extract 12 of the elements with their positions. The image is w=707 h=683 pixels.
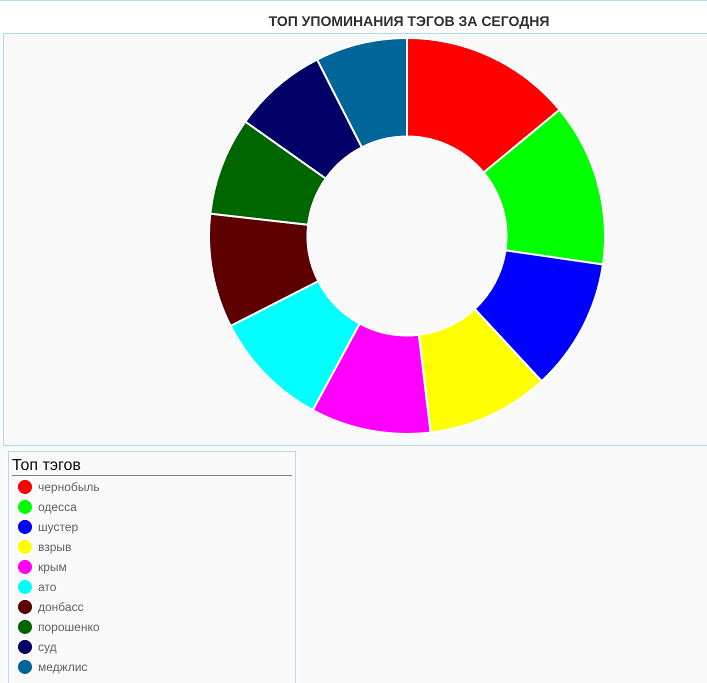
- legend-label: порошенко: [38, 620, 100, 634]
- legend-title: Топ тэгов: [12, 456, 292, 476]
- legend-label: меджлис: [38, 660, 88, 674]
- legend-label: взрыв: [38, 540, 72, 554]
- legend-label: донбасс: [38, 600, 84, 614]
- legend-label: ато: [38, 580, 57, 594]
- legend-label: чернобыль: [38, 480, 100, 494]
- legend-label: крым: [38, 560, 67, 574]
- legend-label: одесса: [38, 500, 78, 514]
- legend-label: суд: [38, 640, 57, 654]
- chart-title: ТОП УПОМИНАНИЯ ТЭГОВ ЗА СЕГОДНЯ: [268, 13, 550, 29]
- legend-label: шустер: [38, 520, 79, 534]
